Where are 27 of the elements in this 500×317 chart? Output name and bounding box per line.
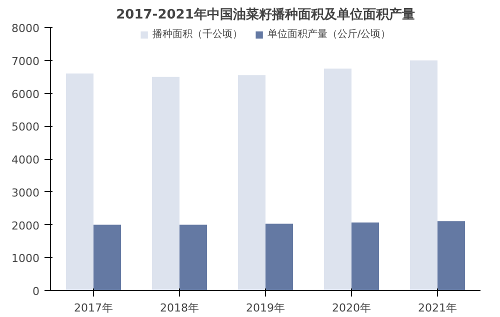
y-tick-label: 8000 [12, 22, 40, 35]
y-tick-label: 2000 [12, 219, 40, 232]
y-tick-label: 7000 [12, 54, 40, 68]
bar [238, 75, 266, 290]
x-tick-label: 2020年 [332, 302, 372, 314]
bar [152, 76, 180, 290]
x-tick-label: 2018年 [160, 302, 200, 314]
bar [180, 224, 208, 290]
bar [94, 224, 122, 290]
chart-title: 2017-2021年中国油菜籽播种面积及单位面积产量 [116, 6, 415, 22]
y-tick-label: 5000 [12, 120, 40, 134]
bar [352, 222, 380, 290]
y-tick-label: 1000 [12, 252, 40, 266]
legend-label: 单位面积产量（公斤/公顷） [267, 28, 391, 41]
y-tick-label: 3000 [12, 186, 40, 200]
bar [266, 224, 294, 290]
x-tick-label: 2021年 [418, 302, 458, 314]
y-tick-label: 4000 [12, 154, 40, 166]
bar [66, 74, 94, 290]
x-tick-label: 2017年 [74, 302, 114, 314]
x-tick-label: 2019年 [246, 302, 286, 314]
bar [410, 60, 438, 290]
bar [438, 221, 466, 290]
bar [324, 68, 352, 290]
y-tick-label: 6000 [12, 88, 40, 101]
legend-label: 播种面积（千公顷） [152, 28, 242, 41]
y-tick-label: 0 [32, 285, 40, 298]
